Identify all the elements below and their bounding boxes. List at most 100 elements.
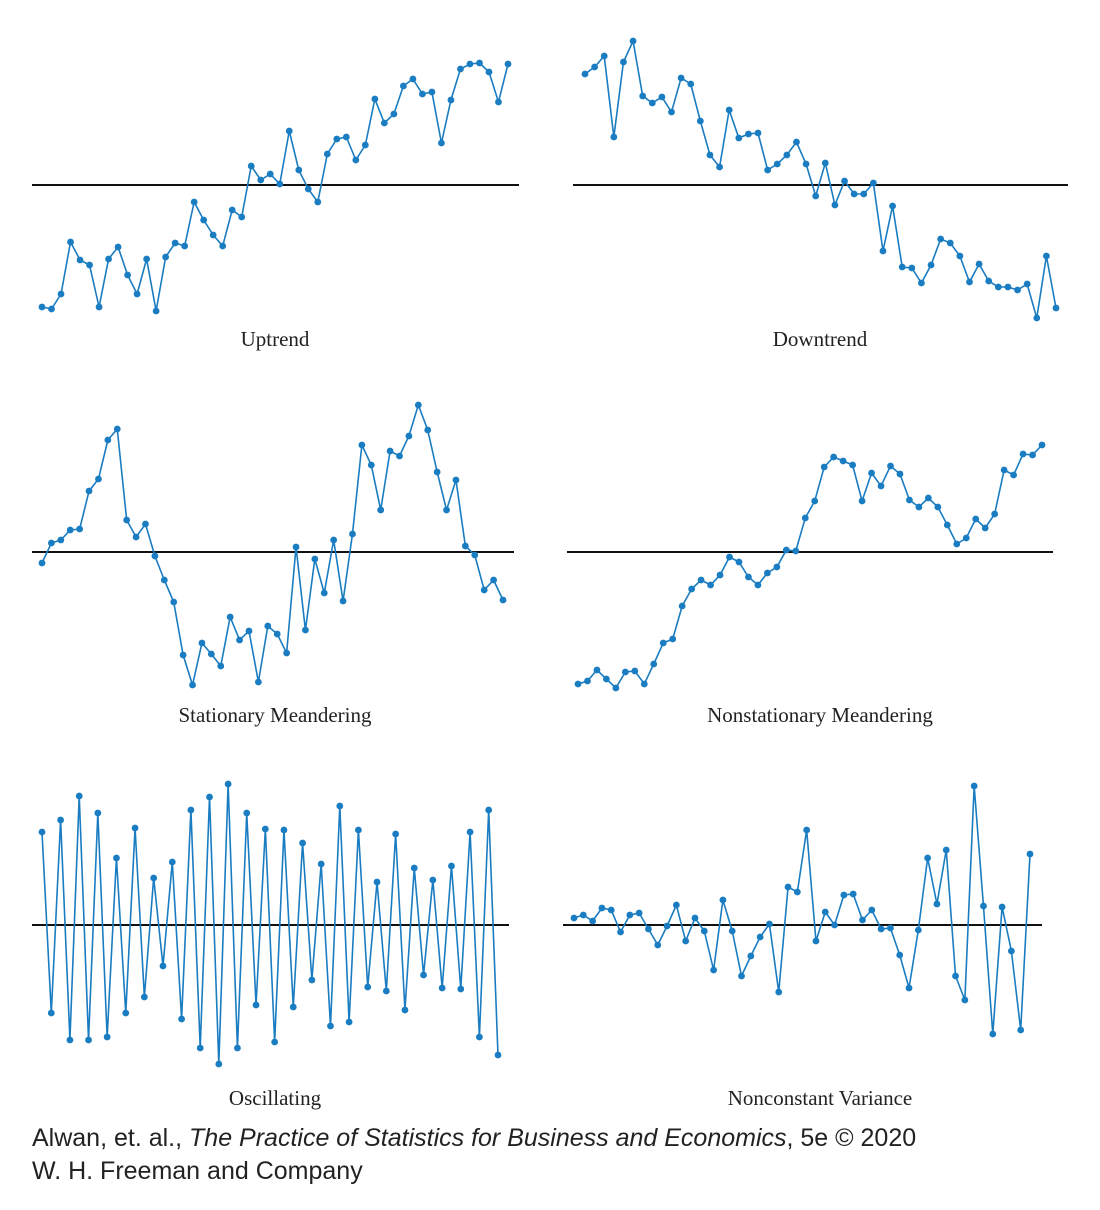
data-point <box>1004 283 1012 291</box>
data-point <box>461 542 469 550</box>
data-point <box>414 401 422 409</box>
data-point <box>38 303 46 311</box>
data-point <box>131 824 139 832</box>
data-point <box>330 536 338 544</box>
data-point <box>915 503 923 511</box>
data-point <box>399 82 407 90</box>
data-point <box>726 553 733 561</box>
data-point <box>677 74 685 82</box>
series-line <box>573 785 1031 1035</box>
data-point <box>639 92 647 100</box>
data-point <box>782 546 790 554</box>
data-point <box>95 475 102 483</box>
chart-title: Stationary Meandering <box>178 703 372 727</box>
data-point <box>276 180 284 188</box>
data-point <box>447 96 455 104</box>
data-point <box>142 520 149 528</box>
data-point <box>443 506 450 514</box>
data-point <box>266 170 274 178</box>
data-point <box>342 133 350 141</box>
data-point <box>887 924 894 932</box>
data-point <box>247 162 255 170</box>
data-point <box>299 839 306 847</box>
data-point <box>970 782 978 790</box>
data-point <box>1000 466 1008 474</box>
data-point <box>190 198 198 206</box>
data-point <box>162 253 170 261</box>
data-point <box>914 926 922 934</box>
data-point <box>485 68 493 76</box>
credit-book: The Practice of Statistics for Business … <box>189 1124 786 1152</box>
data-point <box>687 80 695 88</box>
data-point <box>889 202 896 210</box>
data-point <box>658 93 666 101</box>
data-point <box>349 530 356 538</box>
data-point <box>420 971 427 979</box>
data-point <box>868 469 875 477</box>
data-point <box>841 177 848 185</box>
data-point <box>850 190 858 198</box>
data-point <box>419 90 426 98</box>
data-point <box>254 678 262 686</box>
data-point <box>728 927 736 935</box>
data-point <box>869 179 877 187</box>
data-point <box>763 569 771 577</box>
data-point <box>345 1018 353 1026</box>
data-point <box>849 461 857 469</box>
data-point <box>178 1015 185 1023</box>
data-point <box>429 876 437 884</box>
data-point <box>364 983 372 991</box>
data-point <box>401 1006 409 1014</box>
data-point <box>710 966 717 974</box>
data-point <box>908 264 916 272</box>
data-point <box>927 261 935 269</box>
data-point <box>725 106 733 114</box>
data-point <box>691 914 699 922</box>
data-point <box>170 598 178 606</box>
data-point <box>896 470 904 478</box>
data-point <box>840 891 848 899</box>
data-point <box>226 613 234 621</box>
data-point <box>952 972 959 980</box>
data-point <box>457 65 464 73</box>
data-point <box>811 497 819 505</box>
series-line <box>41 783 499 1065</box>
data-point <box>747 952 755 960</box>
data-point <box>257 176 265 184</box>
data-point <box>994 283 1002 291</box>
data-point <box>716 571 724 579</box>
data-point <box>570 914 578 922</box>
data-point <box>466 828 474 836</box>
data-point <box>452 476 460 484</box>
data-point <box>490 576 497 584</box>
data-point <box>428 88 436 96</box>
data-point <box>66 1036 74 1044</box>
data-point <box>390 110 398 118</box>
data-point <box>933 900 941 908</box>
data-point <box>292 543 300 551</box>
data-point <box>95 303 103 311</box>
data-point <box>738 972 745 980</box>
data-point <box>132 533 140 541</box>
data-point <box>124 271 131 279</box>
data-point <box>975 260 983 268</box>
data-point <box>371 95 379 103</box>
data-point <box>196 1044 204 1052</box>
data-point <box>206 793 213 801</box>
data-point <box>783 151 791 159</box>
data-point <box>57 290 65 298</box>
data-point <box>793 888 801 896</box>
data-point <box>735 558 743 566</box>
data-point <box>858 497 866 505</box>
data-point <box>57 536 65 544</box>
data-point <box>877 482 885 490</box>
data-point <box>471 551 479 559</box>
data-point <box>985 277 993 285</box>
data-point <box>830 453 838 461</box>
data-point <box>48 539 55 547</box>
data-point <box>1019 450 1027 458</box>
data-point <box>849 890 857 898</box>
data-point <box>280 826 288 834</box>
data-point <box>839 457 847 465</box>
data-point <box>905 984 913 992</box>
